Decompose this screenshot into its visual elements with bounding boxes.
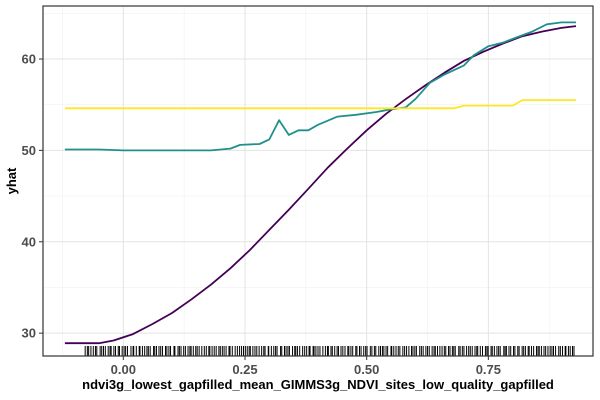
rug-marks bbox=[84, 346, 575, 356]
gridlines bbox=[43, 6, 593, 356]
x-tick-label: 0.50 bbox=[354, 362, 379, 377]
y-tick-label: 50 bbox=[22, 143, 36, 158]
y-tick-label: 40 bbox=[22, 234, 36, 249]
x-tick-label: 0.25 bbox=[232, 362, 257, 377]
series-line-3 bbox=[64, 99, 576, 110]
series-line-2 bbox=[64, 21, 576, 152]
series-lines bbox=[64, 21, 577, 345]
x-axis-title: ndvi3g_lowest_gapfilled_mean_GIMMS3g_NDV… bbox=[82, 377, 554, 392]
series-line-1 bbox=[64, 25, 577, 345]
y-axis-ticks: 30 40 50 60 bbox=[22, 52, 43, 341]
plot-border bbox=[42, 5, 594, 357]
y-axis-title: yhat bbox=[4, 167, 19, 194]
x-axis-ticks: 0.00 0.25 0.50 0.75 bbox=[111, 356, 501, 377]
x-tick-label: 0.75 bbox=[476, 362, 501, 377]
y-tick-label: 60 bbox=[22, 52, 36, 67]
y-tick-label: 30 bbox=[22, 326, 36, 341]
plot-background bbox=[43, 6, 593, 356]
x-tick-label: 0.00 bbox=[111, 362, 136, 377]
